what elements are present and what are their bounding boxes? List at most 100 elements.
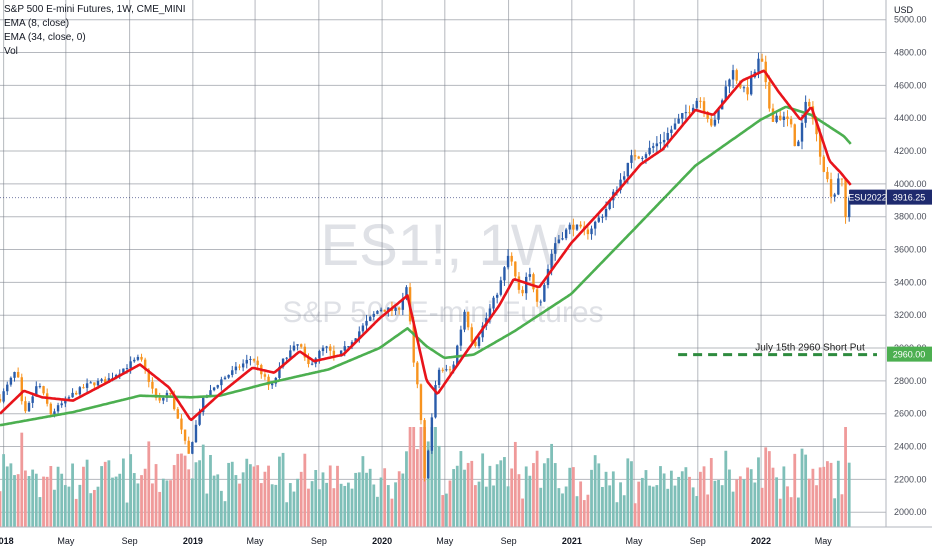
candle-body — [644, 154, 648, 158]
volume-bar — [92, 489, 96, 527]
candle-body — [0, 398, 2, 402]
candle-body — [695, 100, 698, 108]
candle-body — [75, 392, 78, 395]
candle-body — [53, 411, 56, 415]
volume-bar — [219, 490, 223, 527]
y-tick-label: 3600.00 — [894, 245, 927, 255]
candle-body — [198, 412, 201, 425]
volume-bar — [169, 480, 172, 527]
volume-bar — [702, 466, 706, 527]
volume-bar — [804, 454, 808, 527]
volume-bar — [256, 465, 260, 527]
volume-bar — [307, 488, 310, 527]
volume-bar — [749, 469, 753, 527]
volume-bar — [778, 498, 782, 527]
volume-bar — [826, 461, 829, 527]
candle-body — [666, 132, 669, 140]
volume-bar — [230, 461, 234, 527]
volume-bar — [786, 486, 789, 527]
candle-body — [535, 289, 539, 302]
candle-body — [514, 261, 517, 277]
candle-body — [412, 321, 415, 363]
volume-bar — [85, 459, 89, 527]
volume-bar — [103, 461, 107, 527]
candle-body — [85, 383, 89, 388]
candle-body — [339, 350, 343, 357]
volume-bar — [412, 427, 416, 527]
candle-body — [194, 424, 198, 443]
candle-body — [427, 450, 430, 479]
volume-bar — [2, 454, 6, 527]
candle-body — [180, 418, 183, 430]
volume-bar — [140, 475, 143, 527]
volume-bar — [688, 476, 691, 527]
candle-body — [332, 350, 336, 356]
candle-body — [136, 356, 140, 360]
candle-body — [122, 368, 125, 374]
volume-bar — [53, 489, 56, 527]
candle-body — [13, 371, 16, 378]
candle-body — [125, 368, 129, 370]
volume-bar — [713, 480, 717, 527]
candle-body — [231, 370, 234, 375]
candle-body — [579, 224, 582, 227]
candle-body — [223, 377, 227, 380]
volume-bar — [379, 477, 383, 527]
volume-bar — [474, 485, 477, 527]
candle-body — [419, 384, 423, 421]
volume-bar — [383, 468, 387, 527]
volume-bar — [793, 453, 797, 527]
candle-body — [368, 316, 372, 321]
candle-body — [717, 109, 720, 120]
candle-body — [143, 359, 147, 370]
candle-body — [728, 79, 731, 87]
volume-bar — [415, 449, 419, 527]
candle-body — [456, 345, 459, 365]
volume-bar — [728, 469, 731, 527]
volume-bar — [579, 481, 583, 527]
volume-bar — [107, 460, 111, 527]
candle-body — [470, 327, 473, 342]
candle-body — [818, 134, 822, 157]
volume-bar — [136, 483, 140, 527]
volume-bar — [274, 484, 278, 527]
x-tick-label: 2018 — [0, 536, 14, 546]
volume-bar — [238, 483, 241, 527]
volume-bar — [147, 441, 151, 527]
candle-body — [96, 380, 100, 386]
x-tick-label: 2022 — [751, 536, 771, 546]
volume-bar — [590, 469, 593, 527]
candle-body — [169, 392, 172, 395]
volume-bar — [528, 475, 532, 527]
y-tick-label: 4600.00 — [894, 80, 927, 90]
symbol-tag-text: ESU2022 — [848, 193, 887, 203]
candle-body — [249, 358, 252, 360]
x-tick-label: May — [57, 536, 75, 546]
candle-body — [372, 313, 375, 317]
volume-bar — [807, 478, 811, 527]
candle-body — [263, 374, 267, 377]
volume-bar — [742, 479, 746, 527]
candle-body — [448, 369, 452, 371]
volume-bar — [263, 471, 267, 527]
volume-bar — [354, 472, 358, 527]
candle-body — [281, 358, 285, 367]
short-put-label: July 15th 2960 Short Put — [755, 343, 865, 354]
volume-bar — [499, 460, 503, 527]
volume-bar — [532, 463, 535, 527]
volume-bar — [771, 467, 775, 527]
volume-bar — [513, 441, 517, 527]
y-tick-label: 3800.00 — [894, 212, 927, 222]
volume-bar — [630, 461, 633, 527]
candle-body — [365, 320, 368, 326]
volume-bar — [553, 463, 557, 527]
candle-body — [608, 200, 611, 209]
candle-body — [191, 442, 194, 454]
candle-body — [49, 403, 53, 415]
volume-bar — [339, 483, 343, 527]
volume-bar — [510, 468, 514, 527]
volume-bar — [764, 447, 768, 527]
x-tick-label: 2019 — [183, 536, 203, 546]
candle-body — [575, 224, 579, 230]
